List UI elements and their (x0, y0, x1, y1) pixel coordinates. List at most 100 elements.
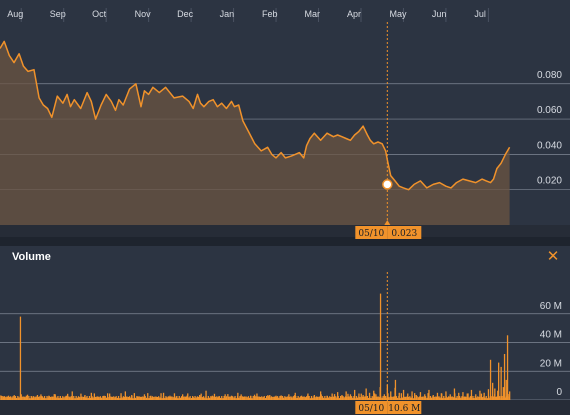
volume-bar (187, 393, 189, 400)
volume-bar (249, 397, 251, 400)
volume-bar (75, 396, 77, 400)
volume-bar (406, 396, 408, 400)
volume-bar (247, 396, 250, 400)
volume-bar (71, 391, 73, 400)
volume-bar (418, 396, 421, 400)
volume-bar (359, 397, 361, 400)
volume-bar (43, 396, 46, 400)
price-plot[interactable]: Aug Sep Oct Nov Dec Jan Feb Mar Apr May Jun Jul 0.02… (0, 8, 570, 237)
volume-bar (80, 393, 82, 400)
volume-bar (354, 389, 356, 400)
volume-bar (250, 396, 252, 400)
volume-bar (11, 397, 13, 400)
volume-bar (141, 396, 143, 400)
x-tick-label: Feb (262, 9, 278, 19)
volume-bar (64, 396, 66, 400)
volume-bar (423, 397, 425, 400)
volume-bar (107, 393, 109, 400)
volume-bar (364, 396, 366, 400)
volume-bar (171, 396, 173, 400)
volume-bar (258, 396, 260, 400)
volume-bar (143, 397, 145, 400)
volume-bar (462, 397, 464, 400)
volume-bar (470, 389, 473, 400)
volume-bar (444, 397, 446, 400)
volume-bar (355, 396, 358, 400)
volume-bar (463, 396, 466, 400)
volume-bar (115, 396, 117, 400)
volume-bar (201, 397, 203, 400)
volume-bar (428, 389, 430, 400)
volume-bar (400, 393, 402, 400)
volume-bar (477, 396, 479, 400)
volume-title: Volume (12, 251, 51, 263)
volume-bar (392, 396, 394, 400)
volume-bar (304, 397, 307, 400)
volume-bar (466, 396, 468, 400)
volume-bar (279, 396, 281, 400)
volume-bar (173, 393, 176, 400)
volume-bar (439, 397, 441, 400)
volume-bar (335, 396, 337, 400)
volume-bar (306, 396, 308, 400)
volume-bar (213, 393, 216, 400)
volume-bar (131, 396, 133, 400)
volume-bar (320, 394, 322, 400)
volume-bar (352, 397, 354, 400)
x-tick-label: May (389, 9, 407, 19)
volume-bar (35, 396, 37, 400)
volume-bar (219, 397, 222, 400)
volume-bar (342, 396, 344, 400)
volume-bar (340, 396, 342, 400)
volume-bar (266, 396, 268, 400)
volume-bar (293, 395, 296, 400)
volume-bar (235, 398, 237, 400)
volume-bar (170, 396, 172, 400)
volume-bar (136, 396, 138, 400)
volume-bar (371, 396, 373, 400)
crosshair-date-label-bg (355, 226, 388, 239)
volume-bar (120, 393, 122, 400)
volume-bar (195, 397, 197, 400)
close-icon[interactable]: ✕ (546, 247, 560, 265)
volume-plot[interactable]: 0 20 M 40 M 60 M (0, 293, 570, 415)
volume-bar (177, 398, 179, 400)
volume-bar (267, 395, 269, 400)
volume-bar (225, 396, 228, 400)
volume-bar (313, 396, 315, 400)
volume-bar (324, 396, 326, 400)
volume-bar (474, 396, 476, 400)
volume-bar (361, 396, 364, 400)
volume-bar (178, 396, 180, 400)
volume-bar (289, 396, 291, 400)
volume-bar (37, 396, 40, 400)
volume-bar (414, 393, 416, 400)
volume-bar (234, 396, 236, 400)
volume-bar (57, 396, 59, 400)
volume-bar (424, 396, 427, 400)
volume-bar (263, 396, 265, 400)
volume-bar (239, 396, 241, 400)
volume-bar (253, 394, 256, 400)
y-tick-label: 0.020 (537, 176, 562, 187)
volume-bar (65, 396, 68, 400)
volume-bar (343, 397, 345, 400)
volume-bar (475, 397, 478, 400)
price-area (0, 41, 510, 226)
volume-bar (409, 396, 411, 400)
volume-bar (0, 395, 2, 400)
volume-bar (318, 396, 320, 400)
volume-bar (310, 396, 313, 400)
volume-bar (449, 396, 451, 400)
volume-bar (205, 390, 207, 400)
volume-bar (398, 396, 400, 400)
volume-bar (41, 396, 43, 400)
panel-separator (0, 237, 570, 246)
volume-bar (404, 397, 406, 400)
volume-bar (246, 397, 248, 400)
volume-bar (13, 395, 15, 400)
volume-bar (298, 397, 300, 400)
volume-bar (182, 397, 184, 400)
volume-bar (492, 382, 494, 401)
volume-bar (384, 396, 387, 400)
